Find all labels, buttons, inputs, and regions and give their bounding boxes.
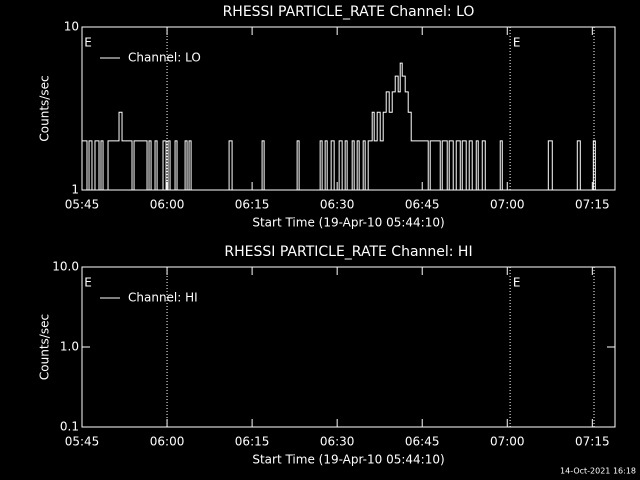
x-tick-label: 06:45 [405,435,440,449]
x-tick-label: 05:45 [65,198,100,212]
x-tick-label: 07:15 [575,435,610,449]
data-line [82,62,615,191]
y-tick-label: 0.1 [60,420,79,434]
x-tick-label: 06:15 [235,198,270,212]
x-tick-label: 07:00 [490,198,525,212]
y-tick-label: 1 [71,183,79,197]
y-axis-label: Counts/sec [38,314,52,380]
annotation: E [84,276,92,290]
y-tick-label: 10 [64,20,79,34]
y-tick-label: 1.0 [60,340,79,354]
x-tick-label: 06:30 [320,198,355,212]
legend-label: Channel: HI [128,291,198,305]
footer: 14-Oct-2021 16:18 [560,467,636,476]
x-tick-label: 06:30 [320,435,355,449]
annotation: E [513,276,521,290]
annotation: E [84,36,92,50]
y-tick-label: 10.0 [52,260,79,274]
legend-label: Channel: LO [128,51,201,65]
chart-title: RHESSI PARTICLE_RATE Channel: LO [223,4,475,20]
x-tick-label: 07:15 [575,198,610,212]
chart-title: RHESSI PARTICLE_RATE Channel: HI [224,244,472,260]
y-axis-label: Counts/sec [38,75,52,141]
x-tick-label: 06:00 [150,198,185,212]
annotation: E [513,36,521,50]
x-tick-label: 06:45 [405,198,440,212]
x-tick-label: 05:45 [65,435,100,449]
x-tick-label: 07:00 [490,435,525,449]
x-axis-label: Start Time (19-Apr-10 05:44:10) [252,216,444,230]
x-axis-label: Start Time (19-Apr-10 05:44:10) [252,453,444,467]
x-tick-label: 06:00 [150,435,185,449]
x-tick-label: 06:15 [235,435,270,449]
